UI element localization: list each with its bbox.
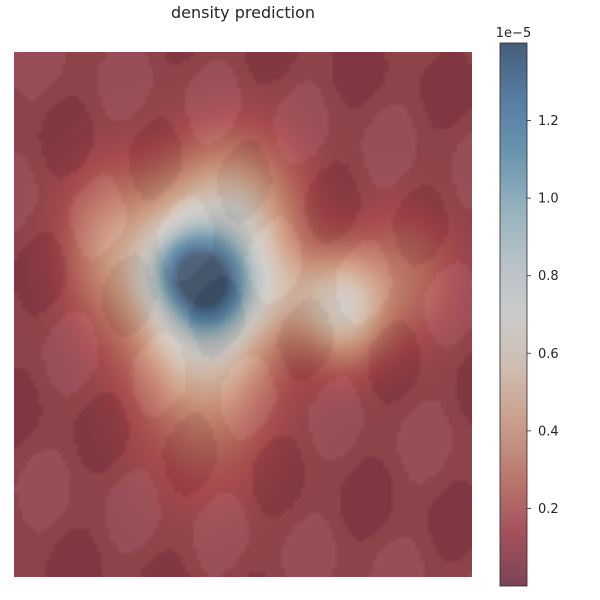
chart-title: density prediction bbox=[170, 3, 316, 22]
colorbar-offset-text: 1e−5 bbox=[496, 26, 531, 41]
colorbar-tick-label: 1.0 bbox=[538, 192, 559, 207]
colorbar-gradient bbox=[499, 42, 528, 587]
colorbar-tick-label: 0.6 bbox=[538, 347, 559, 362]
colorbar-tick-label: 0.8 bbox=[538, 269, 559, 284]
colorbar-tick-label: 1.2 bbox=[538, 114, 559, 129]
colorbar-tick-label: 0.2 bbox=[538, 502, 559, 517]
density-heatmap-image bbox=[14, 52, 472, 577]
colorbar-tick-label: 0.4 bbox=[538, 424, 559, 439]
colorbar: 0.2 0.4 0.6 0.8 1.0 1.2 1e−5 bbox=[496, 26, 559, 587]
heatmap-image-area bbox=[14, 52, 472, 577]
